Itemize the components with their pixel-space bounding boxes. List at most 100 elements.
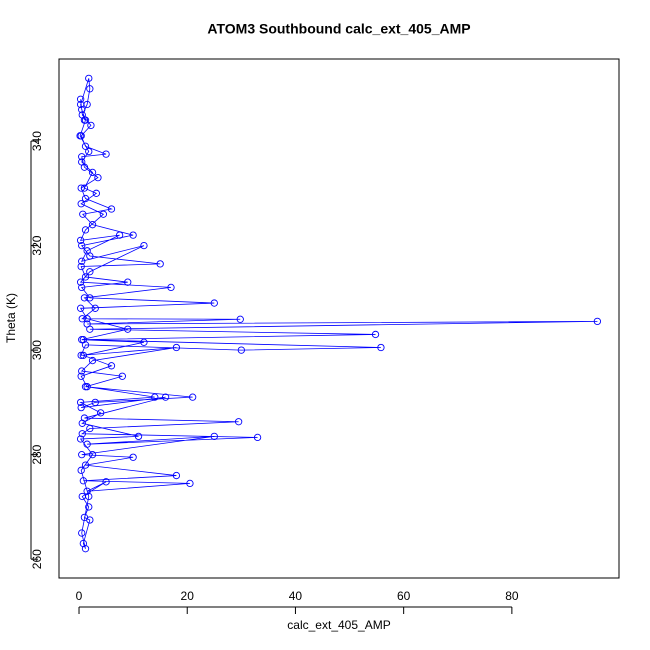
data-point [377,343,385,352]
data-point [97,409,105,417]
data-point [78,529,86,537]
data-point [86,325,94,333]
data-point [129,453,137,461]
data-point [78,153,86,161]
data-point [83,487,91,495]
data-point [134,432,143,441]
data-point [85,147,93,156]
data-point [124,278,132,286]
data-point [81,545,90,553]
data-point [156,260,164,268]
data-point [81,461,90,469]
y-tick-label: 260 [30,549,44,569]
data-point [107,362,116,370]
data-point [118,372,126,380]
data-point [124,325,132,333]
y-tick-label: 320 [30,235,44,255]
data-point [78,451,86,459]
data-point [78,283,86,292]
data-point [161,393,170,401]
data-point [102,150,110,158]
data-point [88,356,97,365]
data-point [77,132,85,140]
data-point [77,200,85,208]
data-point [78,241,86,250]
data-point [77,184,85,192]
x-tick-label: 0 [76,589,83,603]
data-point [76,398,85,407]
data-point [236,315,244,323]
y-tick-label: 280 [30,444,44,464]
chart-title: ATOM3 Southbound calc_ext_405_AMP [207,21,470,37]
data-point [253,433,262,442]
data-point [86,516,94,524]
data-point [76,304,85,312]
data-point [188,393,197,401]
data-point [78,106,86,114]
data-point [140,338,148,346]
data-point [86,252,94,260]
data-point [76,435,85,443]
data-point [78,367,86,375]
data-point [80,184,89,192]
data-point [80,163,89,171]
data-point [79,351,87,359]
data-point [83,315,91,323]
data-point [91,304,99,312]
data-point [107,205,116,213]
data-point [210,299,218,307]
data-point [86,424,94,433]
x-tick-label: 60 [397,589,411,603]
data-point [78,336,86,344]
data-point [234,418,243,426]
data-point [91,398,99,407]
data-point [76,100,85,109]
data-point [172,343,181,352]
data-point [87,121,95,130]
x-tick-label: 20 [181,589,195,603]
data-point [79,210,87,218]
data-point [80,116,89,124]
data-point [186,479,194,488]
data-point [81,341,90,349]
data-point [85,74,93,82]
data-point [86,294,94,302]
data-point [593,317,602,326]
data-point [83,440,91,448]
data-point [78,257,86,265]
y-tick-label: 340 [30,131,44,151]
data-point [88,168,97,177]
data-point [172,471,181,480]
y-axis-label: Theta (K) [4,293,18,343]
data-point [85,503,93,511]
x-axis-label: calc_ext_405_AMP [287,618,390,632]
data-point [77,466,85,474]
data-point [99,210,108,218]
data-point [86,85,94,93]
data-point [371,330,380,339]
data-point [83,383,91,391]
data-point [237,346,245,354]
data-point [76,236,85,245]
data-point [77,351,85,359]
data-point [81,226,90,234]
data-point [80,294,89,302]
data-point [76,278,85,286]
data-point [77,372,85,380]
data-point [86,268,94,276]
data-point [77,262,85,271]
data-point [167,283,175,292]
data-point [94,173,102,182]
data-point [92,189,100,197]
data-point [78,430,86,438]
data-point [210,432,218,441]
data-point [88,451,97,459]
data-point [85,492,93,501]
data-point [78,315,86,323]
data-point [81,273,90,281]
data-point [140,241,148,250]
data-point [78,419,86,427]
plot-box [58,58,620,579]
